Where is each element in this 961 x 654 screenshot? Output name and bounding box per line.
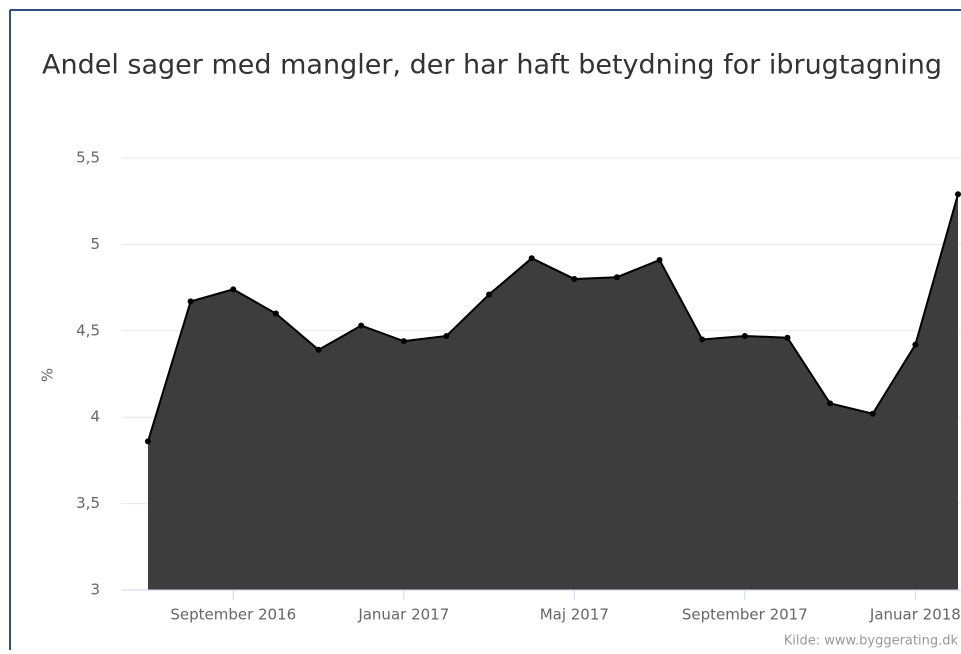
point (528, 255, 535, 262)
y-tick-label: 3 (90, 581, 100, 599)
chart-title: Andel sager med mangler, der har haft be… (42, 50, 942, 81)
point (486, 291, 493, 298)
point (699, 336, 706, 343)
y-axis-label: % (39, 368, 57, 382)
x-tick-label: September 2016 (170, 606, 296, 624)
point (272, 310, 279, 317)
y-tick-label: 5,5 (76, 149, 100, 167)
point (784, 334, 791, 341)
x-tick-label: Januar 2017 (357, 606, 449, 624)
point (187, 298, 194, 305)
point (955, 191, 961, 198)
point (827, 400, 834, 407)
line (147, 194, 959, 442)
x-tick-label: Januar 2018 (869, 606, 961, 624)
point (656, 256, 663, 263)
point (315, 346, 322, 353)
point (912, 341, 919, 348)
x-tick-label: September 2017 (682, 606, 808, 624)
source: Kilde: www.byggerating.dk (784, 634, 959, 649)
y-tick-label: 5 (90, 235, 100, 253)
y-tick-label: 3,5 (76, 494, 100, 512)
point (230, 286, 237, 293)
y-tick-label: 4 (90, 408, 100, 426)
point (741, 332, 748, 339)
y-tick-label: 4,5 (76, 321, 100, 339)
point (358, 322, 365, 329)
point (613, 274, 620, 281)
x-tick-label: Maj 2017 (540, 606, 609, 624)
point (869, 410, 876, 417)
point (145, 438, 151, 445)
area (148, 194, 958, 590)
point (571, 275, 578, 282)
point (400, 338, 407, 345)
point (443, 332, 450, 339)
